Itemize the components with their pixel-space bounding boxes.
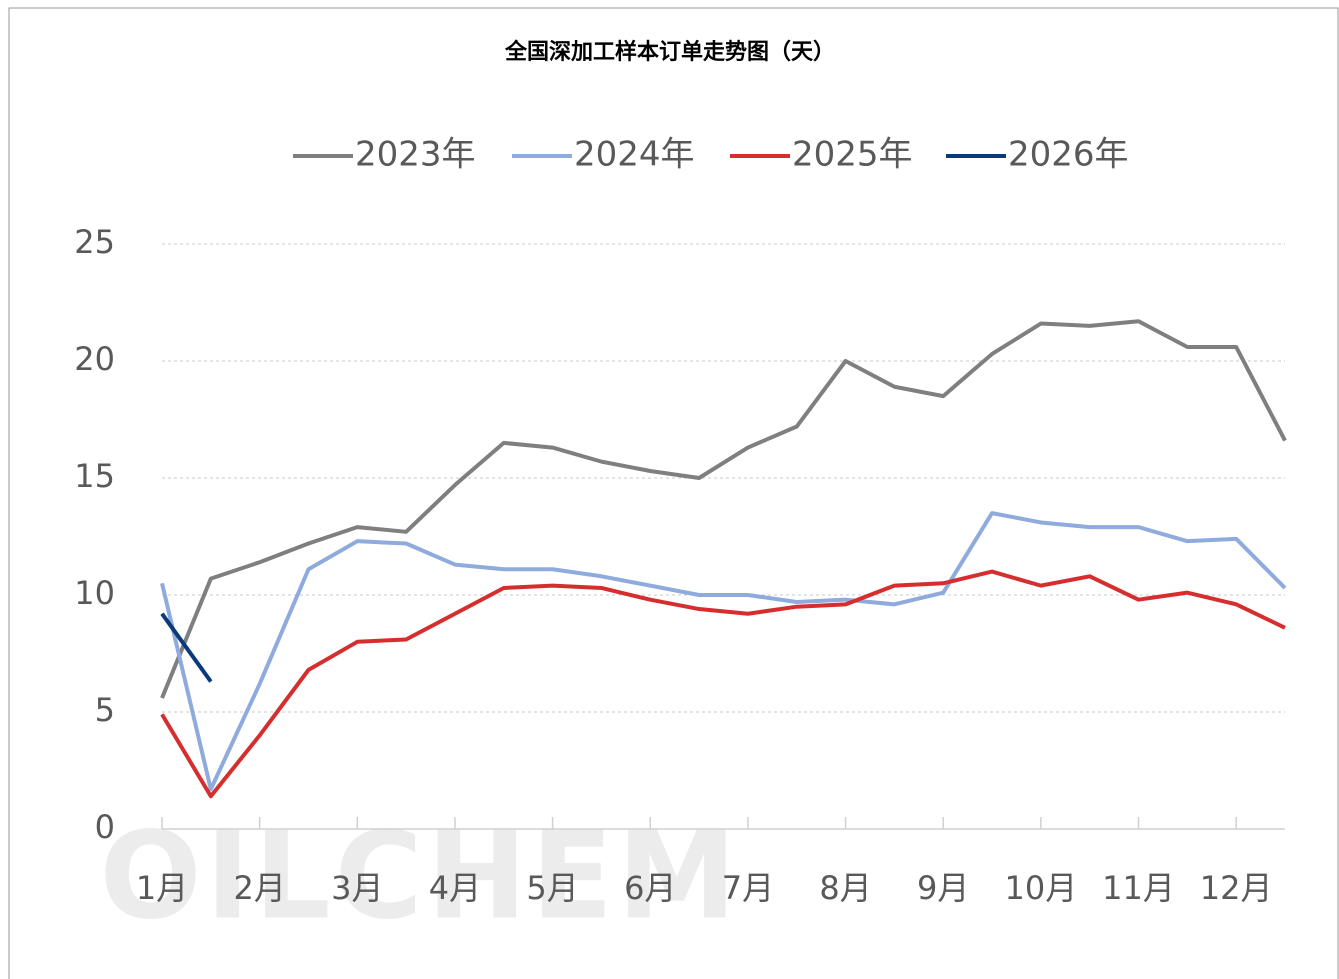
legend-label: 2024年 [574,135,695,175]
x-tick-label: 2月 [233,869,285,907]
x-tick-label: 7月 [722,869,774,907]
x-tick-label: 11月 [1102,869,1175,907]
x-tick-label: 9月 [917,869,969,907]
legend-label: 2023年 [355,135,476,175]
y-tick-label: 20 [74,340,115,378]
series-line [160,319,1287,699]
series-line [160,511,1287,792]
y-tick-label: 5 [95,691,115,729]
y-tick-label: 10 [74,574,115,612]
legend-label: 2026年 [1008,135,1129,175]
chart-title: 全国深加工样本订单走势图（天） [504,39,835,65]
frame [8,7,1339,979]
series-line [160,612,213,683]
x-tick-label: 10月 [1005,869,1078,907]
x-tick-label: 5月 [526,869,578,907]
x-tick-label: 3月 [331,869,383,907]
legend-label: 2025年 [792,135,913,175]
x-tick-label: 8月 [819,869,871,907]
x-tick-label: 6月 [624,869,676,907]
x-tick-label: 4月 [429,869,481,907]
series-line [160,569,1286,799]
x-tick-label: 1月 [136,869,188,907]
watermark: OILCHEM [99,808,740,947]
y-tick-label: 25 [74,223,115,261]
y-tick-label: 0 [95,808,115,846]
y-tick-label: 15 [74,457,115,495]
x-tick-label: 12月 [1200,869,1273,907]
